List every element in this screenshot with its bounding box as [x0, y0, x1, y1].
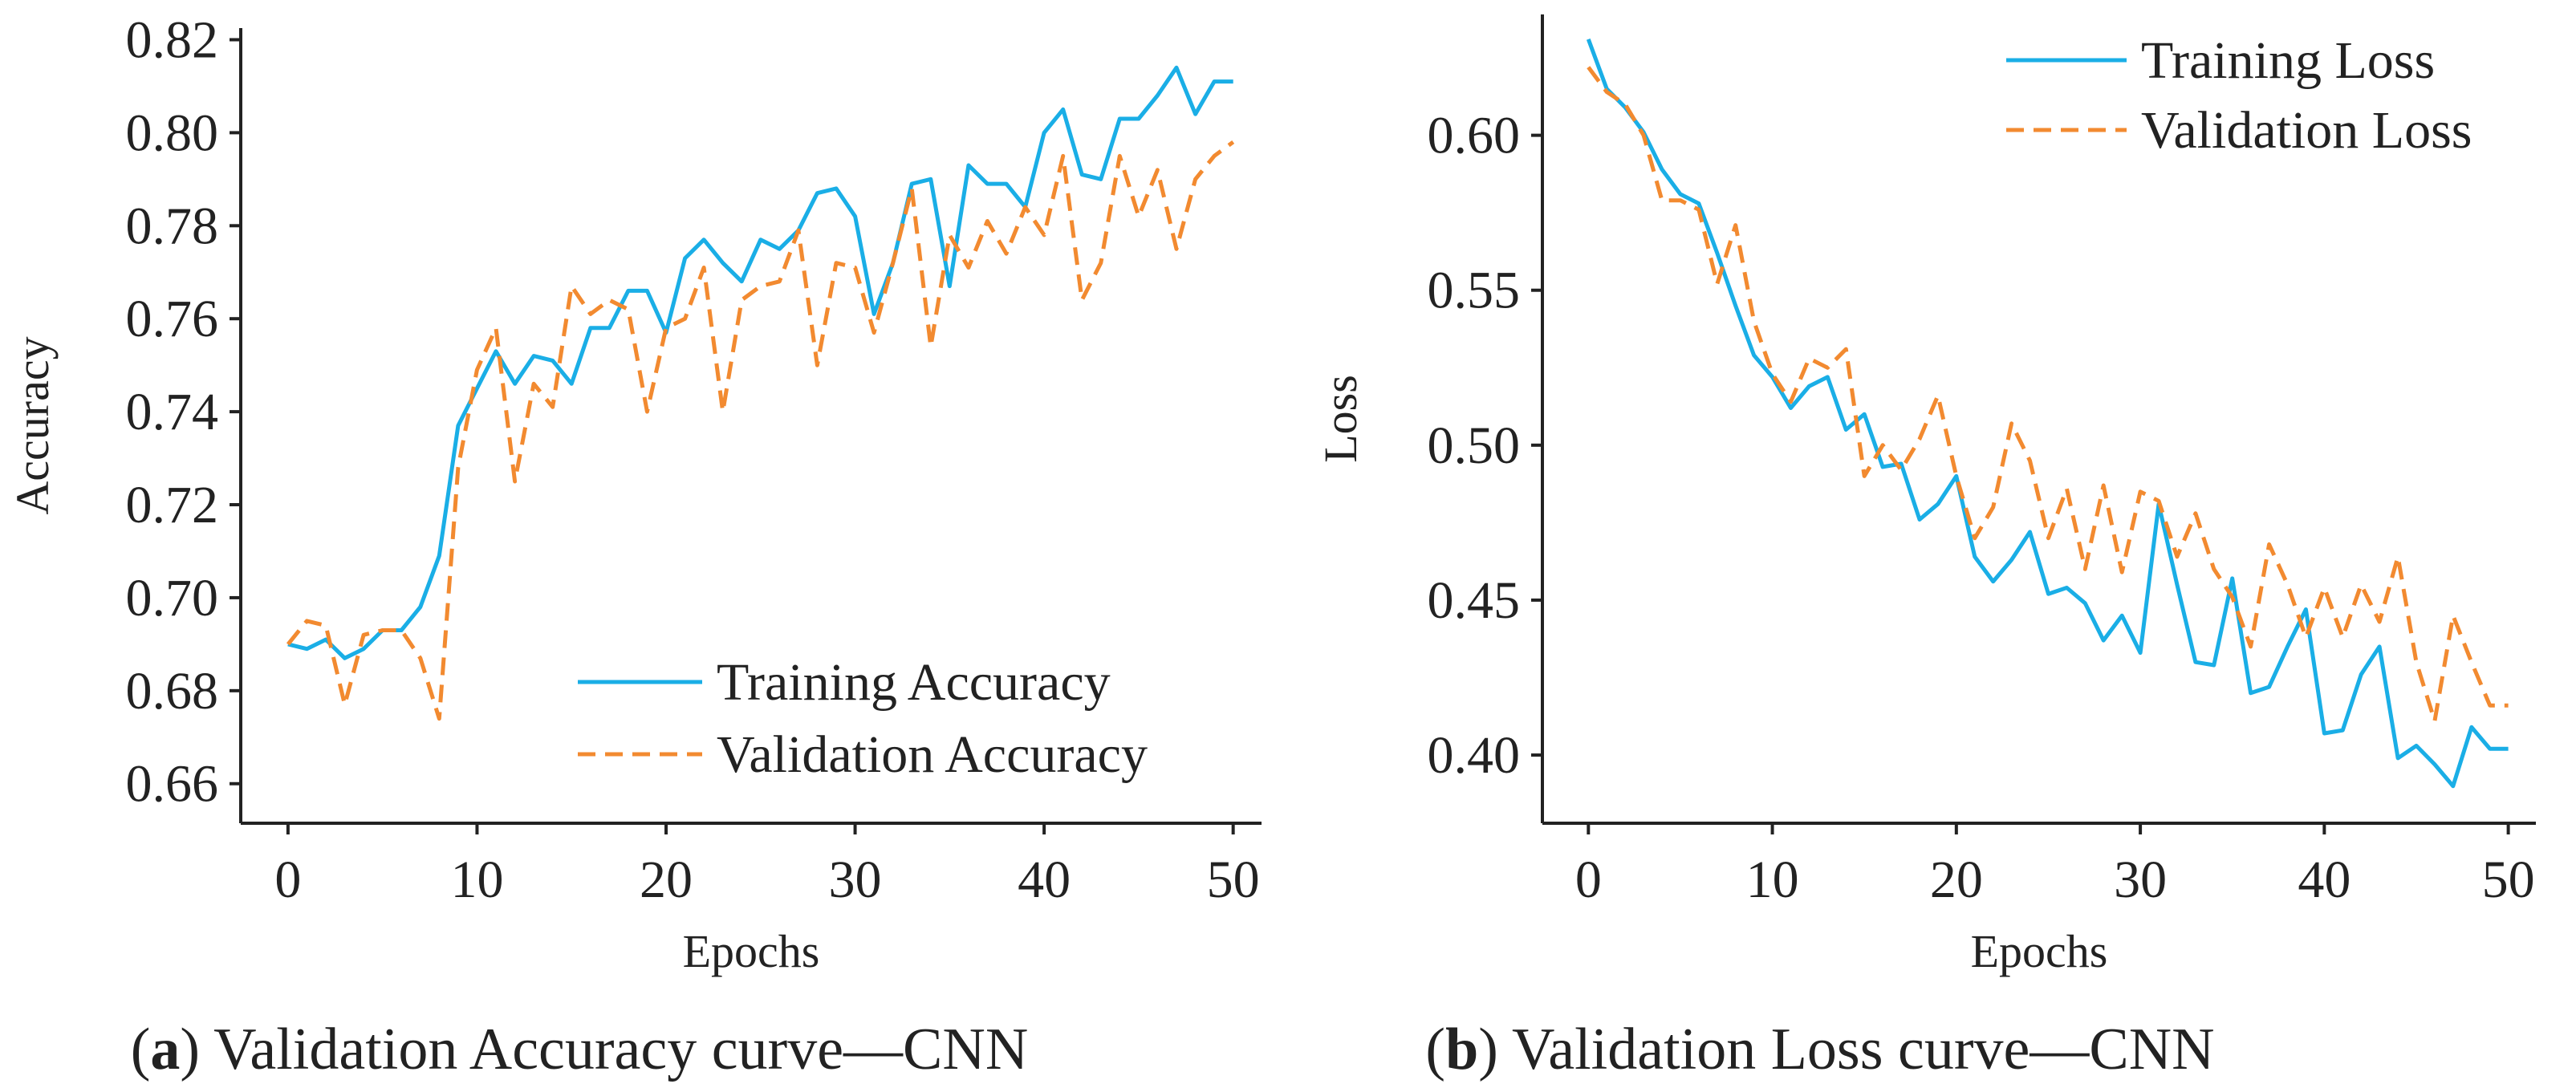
- y-tick-label: 0.45: [1428, 571, 1521, 630]
- legend-label-training: Training Loss: [2141, 31, 2435, 90]
- x-tick-label: 50: [1207, 851, 1260, 909]
- x-tick-label: 30: [2114, 851, 2167, 909]
- accuracy-chart-panel: 0 10 20 30 40 50 0.66 0.68 0.70 0.72 0.74 0.76 0.78 0…: [6, 10, 1262, 977]
- x-tick-label: 40: [1018, 851, 1071, 909]
- y-tick-label: 0.50: [1428, 416, 1521, 475]
- x-tick-label: 40: [2298, 851, 2350, 909]
- caption-b: (b) Validation Loss curve—CNN: [1425, 1017, 2214, 1082]
- x-tick-label: 20: [640, 851, 693, 909]
- y-tick-label: 0.68: [126, 662, 219, 721]
- y-tick-label: 0.80: [126, 104, 219, 162]
- legend-label-validation: Validation Loss: [2141, 101, 2472, 160]
- x-axis-label: Epochs: [1971, 925, 2108, 977]
- y-tick-label: 0.60: [1428, 107, 1521, 165]
- y-tick-label: 0.55: [1428, 262, 1521, 320]
- x-axis-label: Epochs: [683, 925, 820, 977]
- training-series-line: [1586, 39, 2509, 789]
- y-tick-label: 0.40: [1428, 726, 1521, 785]
- x-tick-label: 10: [1746, 851, 1799, 909]
- x-tick-label: 30: [829, 851, 882, 909]
- y-axis-label: Loss: [1314, 375, 1367, 463]
- legend: Training Accuracy Validation Accuracy: [578, 653, 1148, 784]
- y-tick-label: 0.74: [126, 383, 219, 441]
- y-tick-label: 0.70: [126, 569, 219, 627]
- loss-chart-panel: 0 10 20 30 40 50 0.40 0.45 0.50 0.55 0.60 Epochs Los…: [1314, 14, 2536, 977]
- caption-a: (a) Validation Accuracy curve—CNN: [131, 1017, 1029, 1082]
- training-series-line: [287, 65, 1233, 660]
- x-tick-label: 50: [2482, 851, 2535, 909]
- legend: Training Loss Validation Loss: [2006, 31, 2472, 160]
- validation-series-line: [286, 140, 1235, 721]
- legend-label-training: Training Accuracy: [717, 653, 1111, 712]
- y-tick-label: 0.72: [126, 476, 219, 534]
- legend-label-validation: Validation Accuracy: [717, 725, 1148, 784]
- x-tick-label: 20: [1930, 851, 1983, 909]
- y-tick-label: 0.82: [126, 10, 219, 69]
- x-tick-label: 0: [274, 851, 301, 909]
- x-tick-label: 0: [1575, 851, 1602, 909]
- y-tick-label: 0.66: [126, 755, 219, 814]
- y-axis-label: Accuracy: [6, 336, 59, 514]
- x-tick-label: 10: [450, 851, 503, 909]
- y-tick-label: 0.76: [126, 290, 219, 348]
- validation-series-line: [1587, 66, 2509, 724]
- y-tick-label: 0.78: [126, 197, 219, 255]
